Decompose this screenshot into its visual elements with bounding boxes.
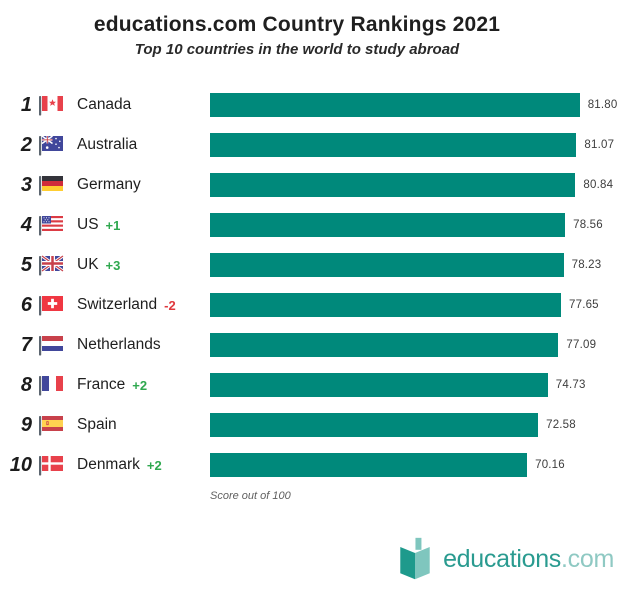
rank-number: 4 (20, 213, 32, 236)
row-label-group: 5 UK +3 (0, 254, 210, 277)
flag-us-icon (38, 215, 65, 236)
score-bar (210, 213, 566, 237)
country-name: US (77, 216, 99, 233)
country-name: Switzerland (77, 296, 158, 313)
bar-track: 80.84 (210, 173, 628, 197)
flag-uk-icon (38, 254, 65, 276)
score-value: 72.58 (546, 419, 576, 431)
logo-wordmark: educations.com (443, 545, 614, 574)
bar-track: 77.65 (210, 293, 628, 317)
ranking-row-spain: 9 Spain 72.58 (0, 405, 628, 445)
score-bar (210, 413, 539, 437)
row-label-group: 10 Denmark +2 (0, 454, 210, 477)
flag-australia-icon (38, 134, 65, 156)
logo-text-main: educations (443, 544, 562, 573)
score-value: 80.84 (583, 179, 614, 191)
bar-track: 72.58 (210, 413, 628, 437)
score-value: 77.65 (569, 299, 599, 311)
country-name: Denmark (77, 456, 140, 473)
flag-france-icon (38, 375, 65, 396)
country-name: France (77, 376, 126, 393)
rank-number: 1 (20, 93, 32, 116)
score-bar (210, 173, 576, 197)
ranking-row-france: 8 France +2 74.73 (0, 365, 628, 405)
bar-track: 78.23 (210, 253, 628, 277)
score-bar (210, 133, 577, 157)
score-value: 81.07 (584, 139, 615, 151)
score-bar (210, 93, 580, 117)
score-bar (210, 373, 548, 397)
row-label-group: 6 Switzerland -2 (0, 294, 210, 317)
ranking-bar-chart: 1 Canada 81.80 2 Australia 81.07 3 Germany 80.84… (0, 85, 628, 485)
page-subtitle: Top 10 countries in the world to study a… (134, 41, 460, 58)
bar-track: 81.07 (210, 133, 628, 157)
score-value: 78.56 (573, 219, 603, 231)
bar-track: 78.56 (210, 213, 628, 237)
rank-change-badge: -2 (164, 297, 176, 313)
row-label-group: 9 Spain (0, 414, 210, 437)
bar-track: 70.16 (210, 453, 628, 477)
rank-change-badge: +1 (105, 217, 121, 233)
educations-logo: educations.com (396, 536, 614, 582)
bar-track: 74.73 (210, 373, 628, 397)
country-name: UK (77, 256, 99, 273)
rank-change-badge: +3 (105, 257, 121, 273)
row-label-group: 7 Netherlands (0, 334, 210, 357)
score-axis-note: Score out of 100 (210, 490, 291, 502)
score-bar (210, 333, 559, 357)
score-value: 78.23 (571, 259, 602, 271)
ranking-row-denmark: 10 Denmark +2 70.16 (0, 445, 628, 485)
flag-switzerland-icon (38, 295, 65, 316)
flag-spain-icon (38, 415, 65, 436)
country-name: Australia (77, 136, 138, 153)
rank-number: 2 (20, 133, 32, 156)
rank-number: 10 (9, 453, 32, 476)
ranking-row-germany: 3 Germany 80.84 (0, 165, 628, 205)
score-value: 77.09 (566, 339, 597, 351)
rank-number: 5 (20, 253, 32, 276)
flag-netherlands-icon (38, 335, 65, 356)
logo-text-suffix: .com (561, 544, 614, 573)
score-value: 70.16 (535, 459, 565, 471)
flag-germany-icon (38, 175, 65, 196)
ranking-row-switzerland: 6 Switzerland -2 77.65 (0, 285, 628, 325)
row-label-group: 2 Australia (0, 134, 210, 157)
ranking-row-us: 4 US +1 78.56 (0, 205, 628, 245)
ranking-row-canada: 1 Canada 81.80 (0, 85, 628, 125)
page-title: educations.com Country Rankings 2021 (93, 13, 501, 36)
country-name: Germany (77, 176, 141, 193)
score-bar (210, 293, 561, 317)
rank-number: 8 (20, 373, 32, 396)
flag-canada-icon (38, 95, 65, 116)
rank-change-badge: +2 (146, 457, 162, 473)
flag-denmark-icon (38, 455, 65, 476)
score-bar (210, 453, 528, 477)
ranking-row-netherlands: 7 Netherlands 77.09 (0, 325, 628, 365)
rank-number: 7 (20, 333, 32, 356)
header: educations.com Country Rankings 2021 Top… (0, 0, 628, 58)
rank-number: 3 (20, 173, 32, 196)
row-label-group: 3 Germany (0, 174, 210, 197)
rank-change-badge: +2 (132, 377, 148, 393)
bar-track: 77.09 (210, 333, 628, 357)
score-bar (210, 253, 564, 277)
score-value: 74.73 (555, 379, 586, 391)
country-name: Canada (77, 96, 132, 113)
row-label-group: 1 Canada (0, 94, 210, 117)
bar-track: 81.80 (210, 93, 628, 117)
row-label-group: 4 US +1 (0, 214, 210, 237)
open-book-logo-icon (400, 537, 430, 580)
rank-number: 6 (20, 293, 32, 316)
country-name: Spain (77, 416, 117, 433)
ranking-row-uk: 5 UK +3 78.23 (0, 245, 628, 285)
ranking-row-australia: 2 Australia 81.07 (0, 125, 628, 165)
row-label-group: 8 France +2 (0, 374, 210, 397)
country-name: Netherlands (77, 336, 161, 353)
rank-number: 9 (20, 413, 32, 436)
score-value: 81.80 (587, 99, 618, 111)
